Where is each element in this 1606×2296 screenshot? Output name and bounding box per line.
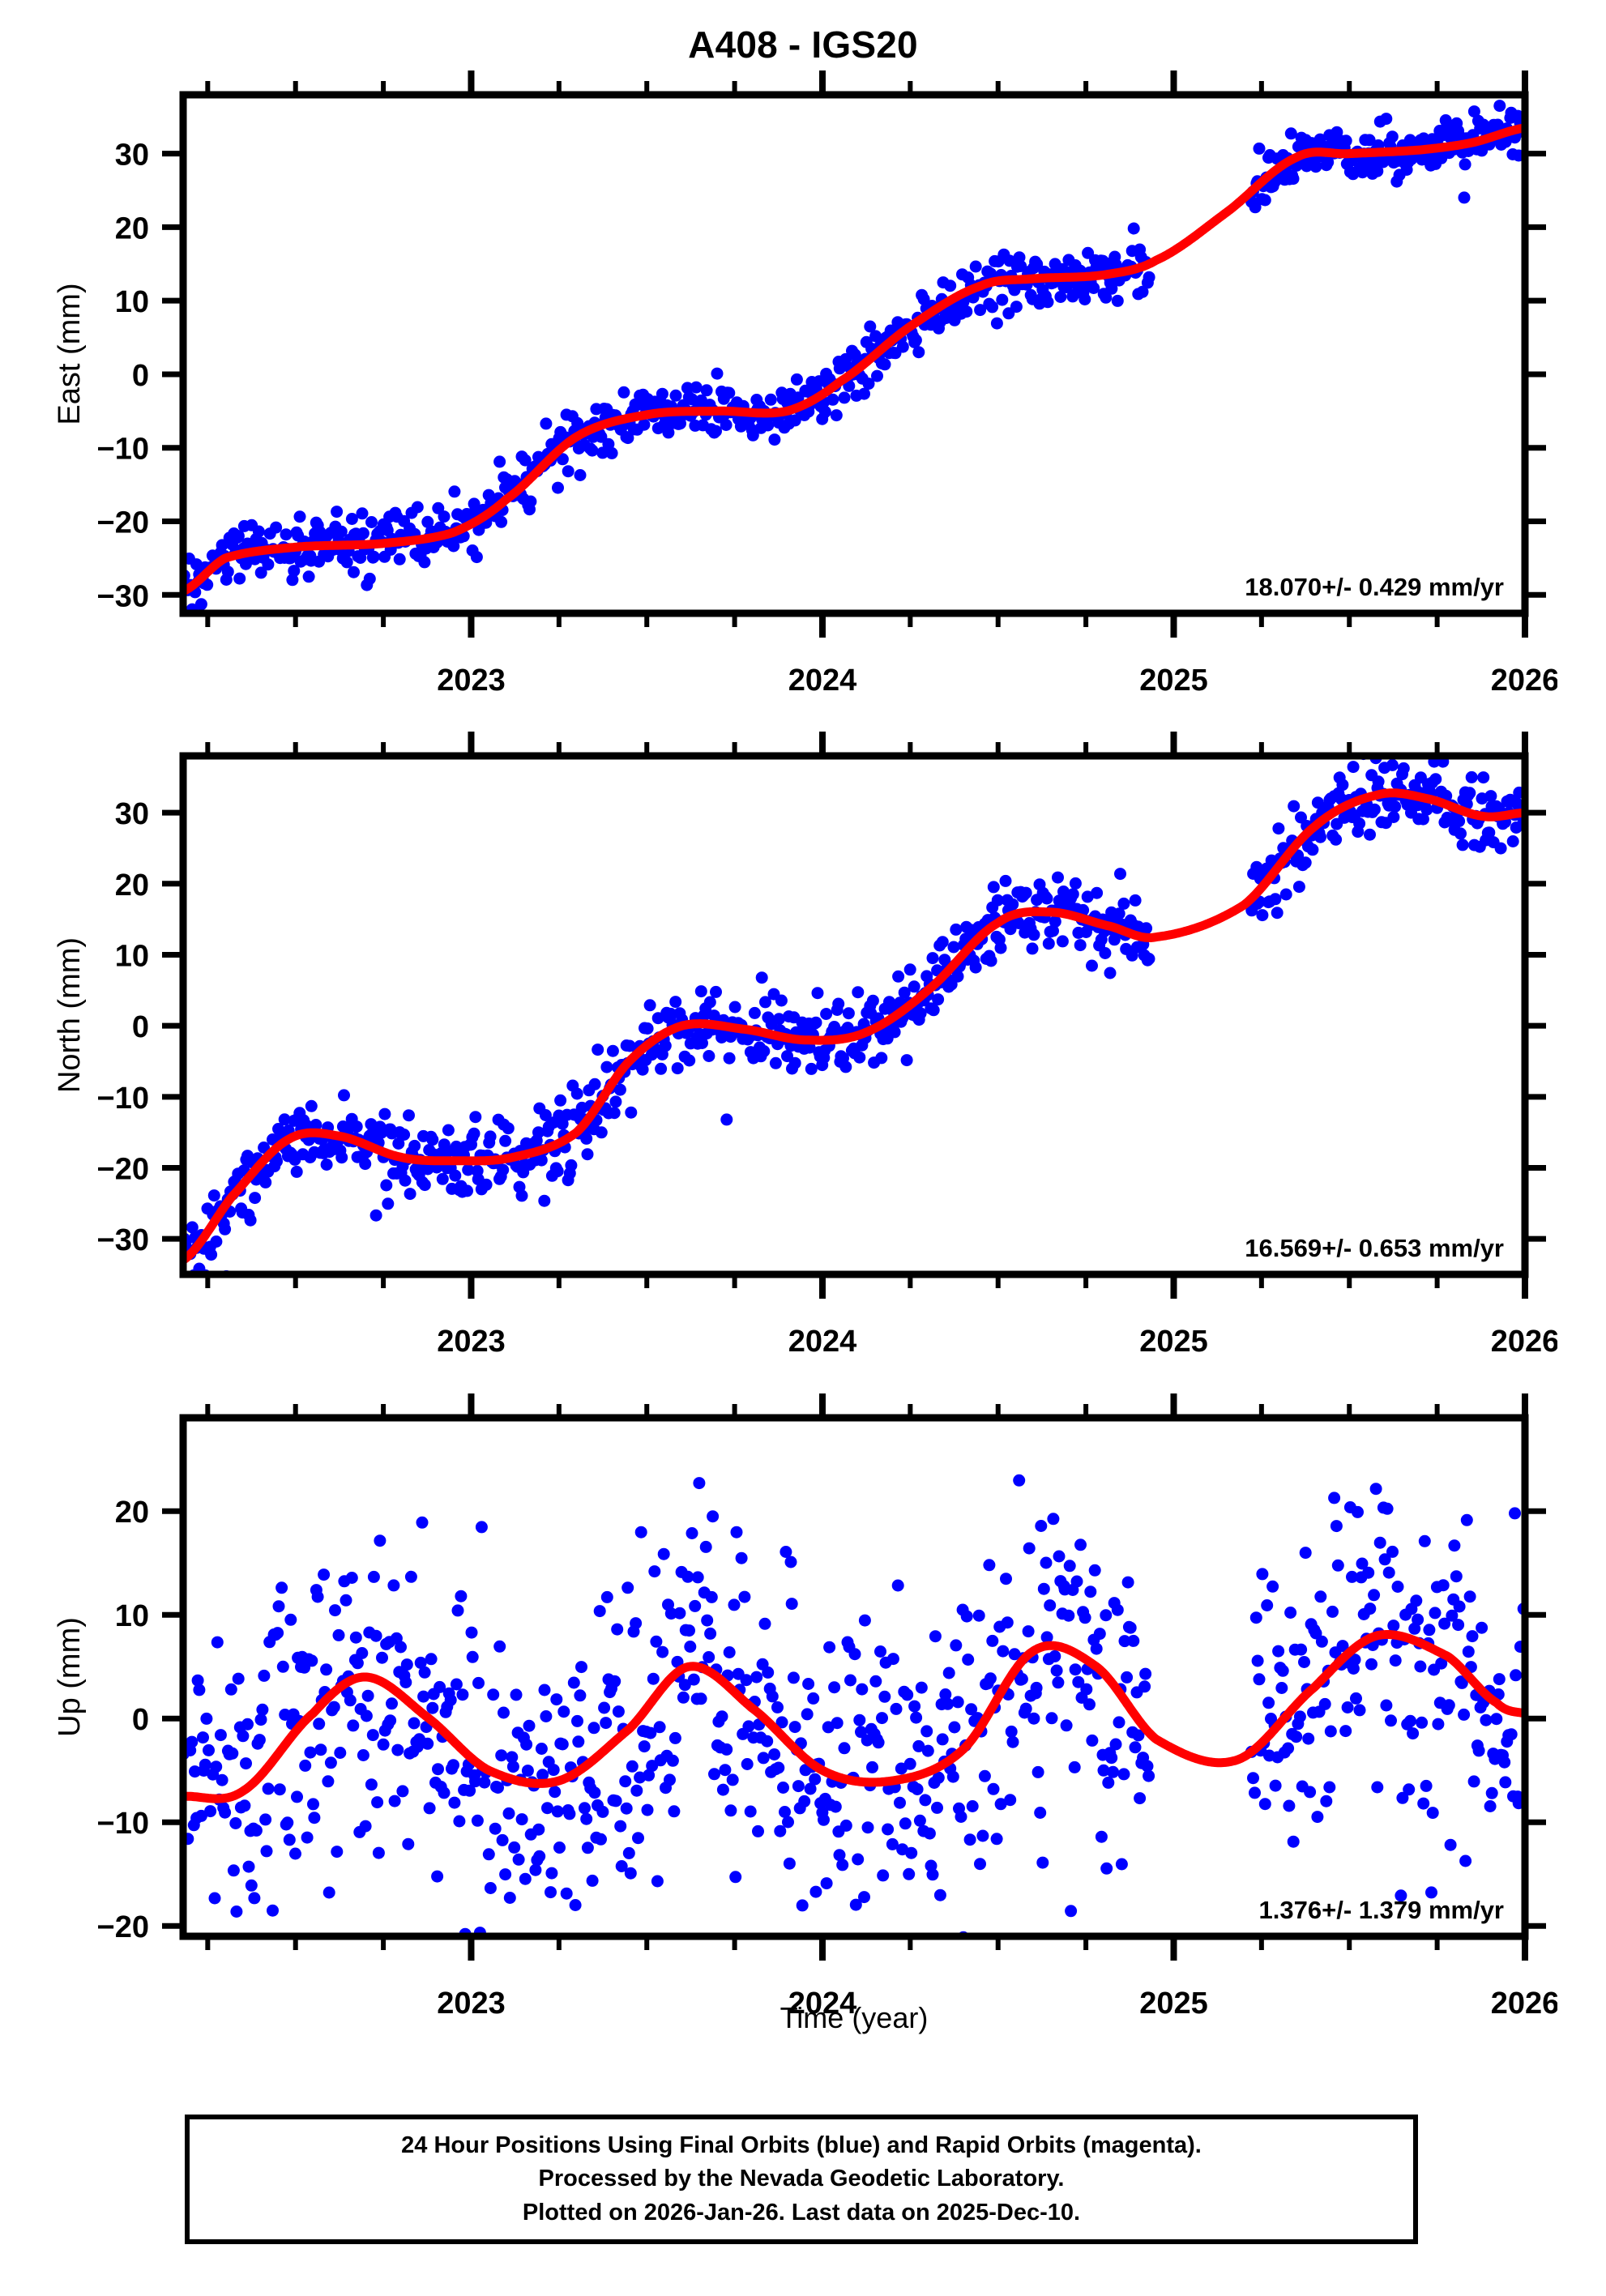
y-tick-label: −30 [97, 1223, 149, 1257]
data-layer-north [183, 756, 1525, 1274]
plot-north: −30 −20 −10 0 10 20 30 2023 2024 2025 2026 16.569+/… [53, 732, 1557, 1359]
y-tick-label: −10 [97, 1807, 149, 1841]
x-tick-label: 2023 [437, 1325, 506, 1359]
y-axis-up: −20 −10 0 10 20 [97, 1496, 1546, 1944]
scatter-points-north [183, 756, 1525, 1274]
y-tick-label: −10 [97, 1082, 149, 1116]
y-tick-label: 0 [132, 1703, 149, 1737]
y-tick-label: 10 [115, 939, 149, 973]
x-axis-east: 2023 2024 2025 2026 [205, 70, 1557, 698]
x-tick-label: 2026 [1491, 664, 1557, 698]
x-tick-label: 2024 [788, 664, 857, 698]
y-tick-label: −20 [97, 506, 149, 540]
y-tick-label: 30 [115, 797, 149, 831]
plot-frame-north [179, 752, 1529, 1278]
y-axis-north: −30 −20 −10 0 10 20 30 [97, 797, 1546, 1257]
x-axis-north: 2023 2024 2025 2026 [205, 732, 1557, 1359]
fit-curve-north [183, 788, 1525, 1265]
footer-line-1: 24 Hour Positions Using Final Orbits (bl… [401, 2132, 1202, 2159]
fit-curve-east [183, 123, 1525, 596]
fit-curve-up [183, 1630, 1525, 1803]
y-tick-label: −20 [97, 1910, 149, 1944]
footer-line-2: Processed by the Nevada Geodetic Laborat… [538, 2166, 1065, 2192]
y-tick-label: 30 [115, 139, 149, 173]
y-tick-label: 0 [132, 359, 149, 393]
panel-north: −30 −20 −10 0 10 20 30 2023 2024 2025 2026 16.569+/… [37, 707, 1557, 1380]
y-tick-label: 20 [115, 868, 149, 903]
panel-up: −20 −10 0 10 20 2023 2024 2025 2026 1.376+/- 1.37… [37, 1369, 1557, 2042]
rate-annotation-east: 18.070+/- 0.429 mm/yr [1245, 573, 1504, 601]
page-title: A408 - IGS20 [688, 23, 918, 66]
x-tick-label: 2025 [1139, 1325, 1208, 1359]
y-axis-label-up: Up (mm) [53, 1617, 87, 1737]
panel-east: −30 −20 −10 0 10 20 30 2023 2024 2025 2026 18.070+/… [37, 46, 1557, 719]
x-axis-label: Time (year) [780, 2001, 929, 2034]
data-layer-up [183, 1474, 1525, 1936]
rate-annotation-north: 16.569+/- 0.653 mm/yr [1245, 1234, 1504, 1262]
x-tick-label: 2024 [788, 1987, 857, 2021]
y-axis-label-north: North (mm) [53, 937, 87, 1093]
y-tick-label: −10 [97, 433, 149, 467]
y-axis-east: −30 −20 −10 0 10 20 30 [97, 139, 1546, 613]
x-tick-label: 2024 [788, 1325, 857, 1359]
footer-line-3: Plotted on 2026-Jan-26. Last data on 202… [522, 2199, 1081, 2226]
y-axis-label-east: East (mm) [53, 283, 87, 425]
y-tick-label: 10 [115, 285, 149, 319]
plot-up: −20 −10 0 10 20 2023 2024 2025 2026 1.376+/- 1.37… [53, 1393, 1557, 2021]
x-axis-up: 2023 2024 2025 2026 [205, 1393, 1557, 2021]
plot-frame-east [179, 91, 1529, 617]
footer-note-box: 24 Hour Positions Using Final Orbits (bl… [185, 2115, 1418, 2244]
x-tick-label: 2025 [1139, 1987, 1208, 2021]
plot-east: −30 −20 −10 0 10 20 30 2023 2024 2025 2026 18.070+/… [53, 70, 1557, 698]
y-tick-label: 0 [132, 1010, 149, 1044]
x-tick-label: 2023 [437, 664, 506, 698]
x-tick-label: 2023 [437, 1987, 506, 2021]
y-tick-label: 10 [115, 1599, 149, 1633]
x-tick-label: 2026 [1491, 1987, 1557, 2021]
y-tick-label: 20 [115, 211, 149, 245]
rate-annotation-up: 1.376+/- 1.379 mm/yr [1259, 1896, 1504, 1924]
scatter-points-up [183, 1474, 1525, 1936]
x-tick-label: 2026 [1491, 1325, 1557, 1359]
x-tick-label: 2025 [1139, 664, 1208, 698]
plot-frame-up [179, 1414, 1529, 1940]
y-tick-label: −30 [97, 579, 149, 613]
y-tick-label: −20 [97, 1152, 149, 1186]
y-tick-label: 20 [115, 1496, 149, 1530]
data-layer-east [183, 100, 1525, 613]
